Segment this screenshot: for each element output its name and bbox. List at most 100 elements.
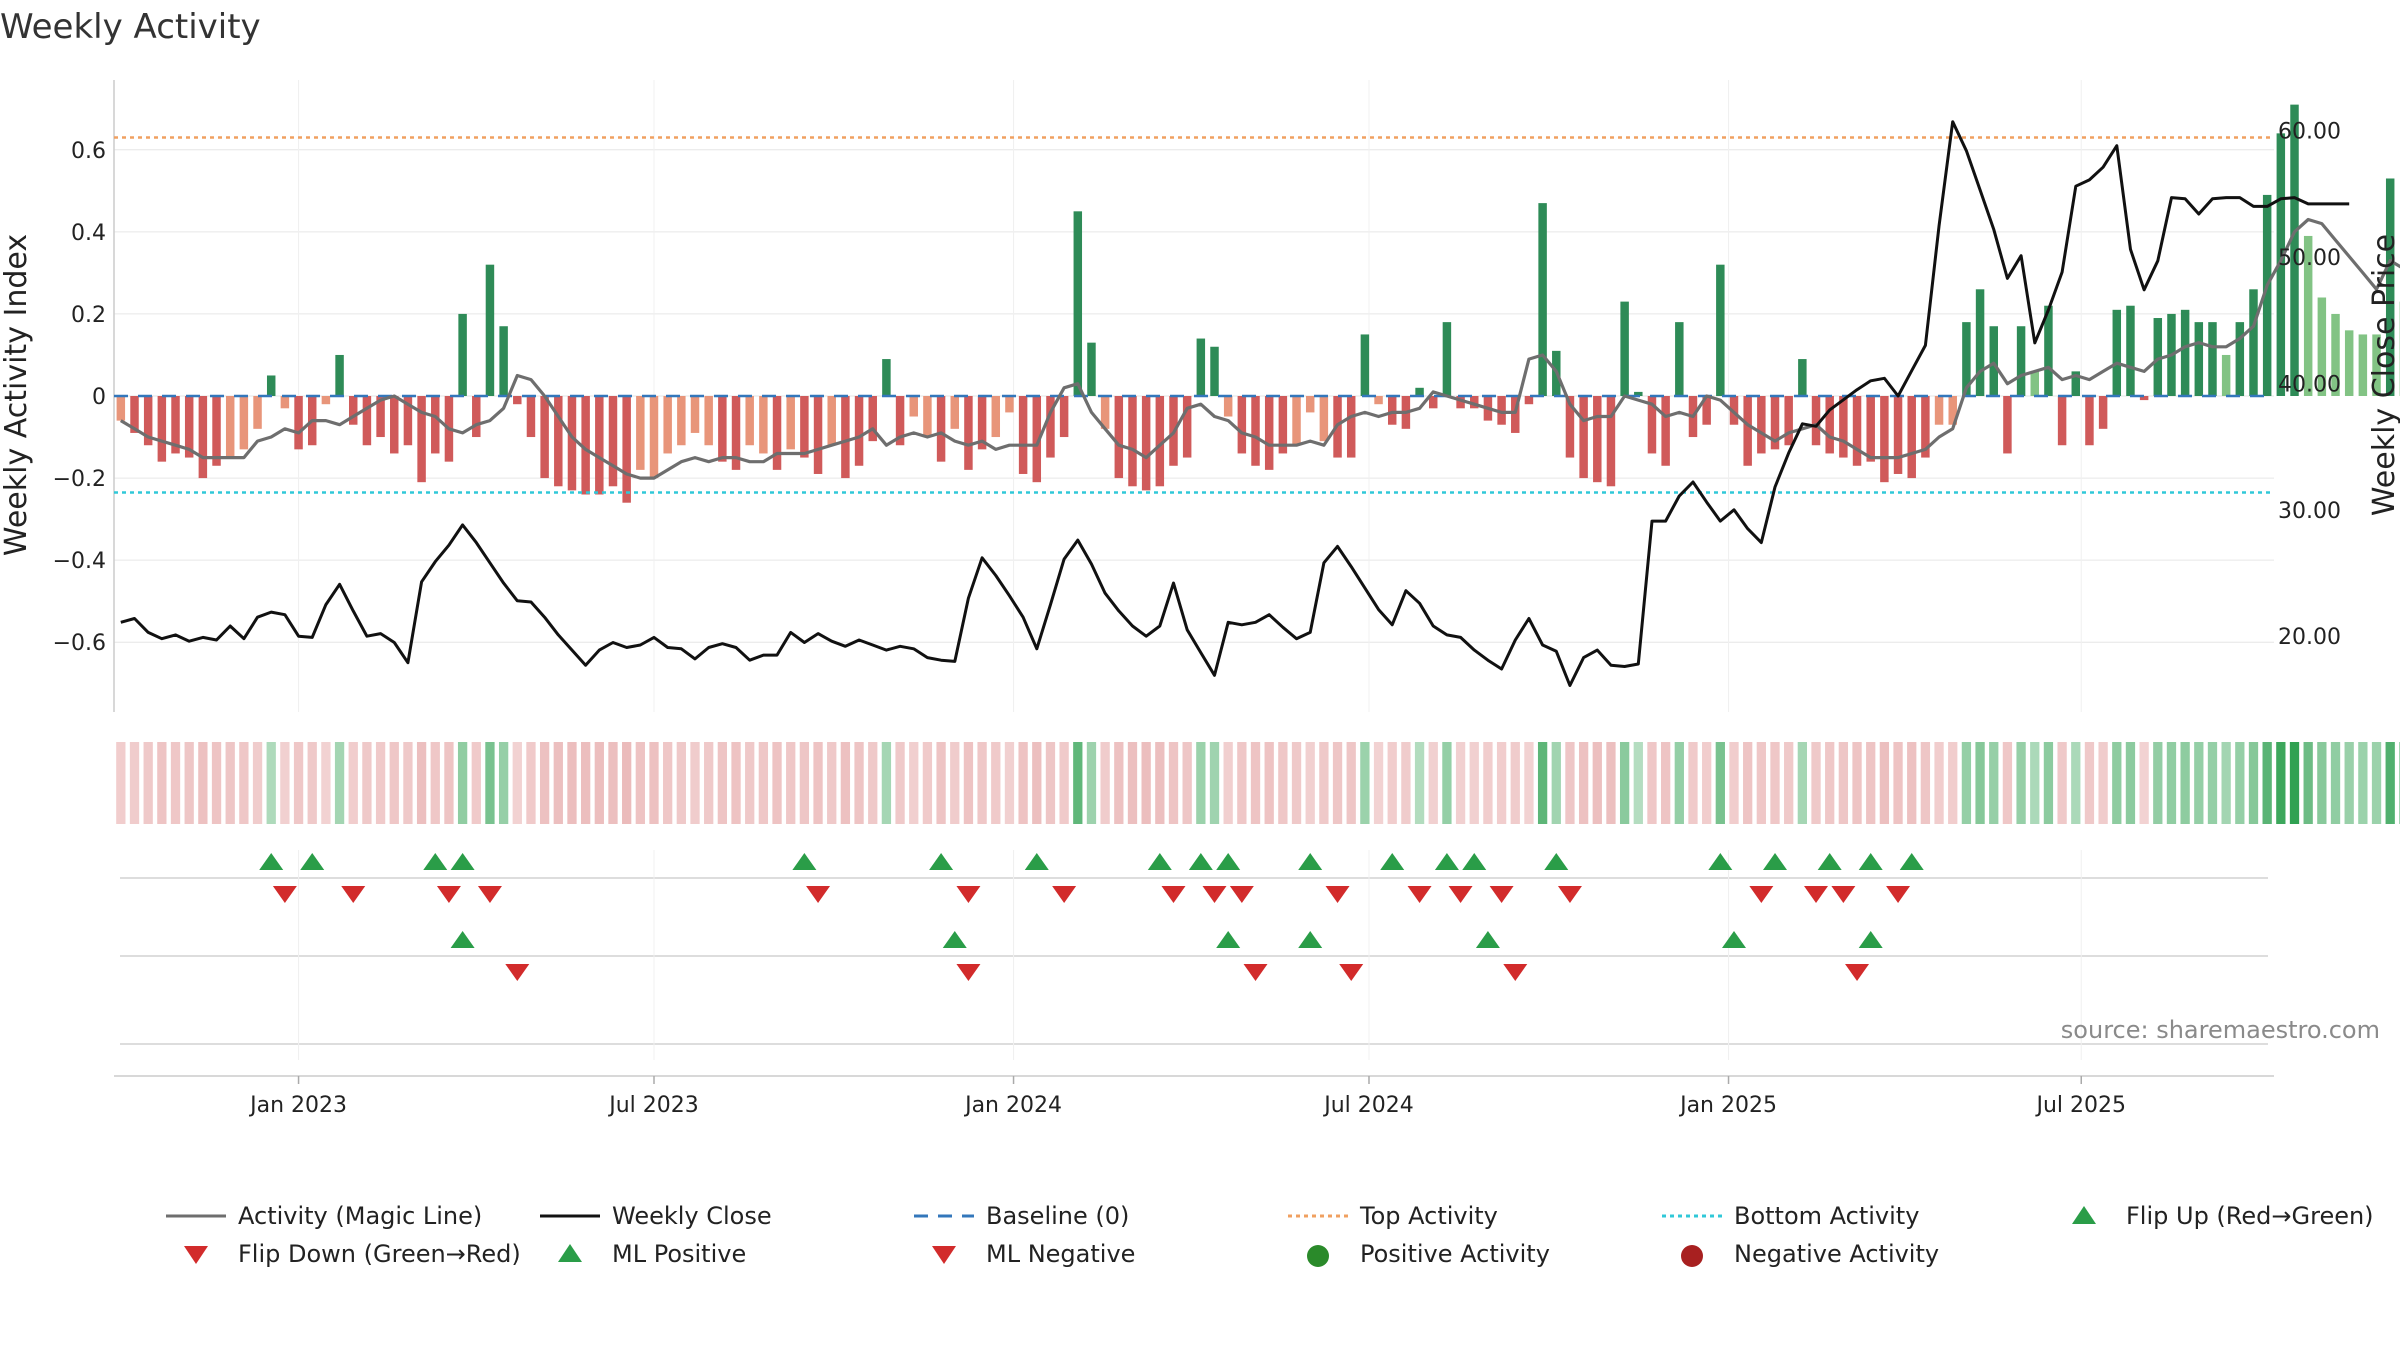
heat-cell xyxy=(252,742,263,824)
activity-bar xyxy=(390,396,399,454)
activity-bar xyxy=(526,396,536,438)
flip-down-marker xyxy=(1489,886,1514,903)
heat-cell xyxy=(321,742,331,824)
heat-cell xyxy=(2166,742,2177,824)
heat-cell xyxy=(1401,742,1411,824)
heat-cell xyxy=(334,742,345,824)
heat-cell xyxy=(1852,742,1862,824)
heat-cell xyxy=(2084,742,2095,824)
flip-down-marker xyxy=(1448,886,1473,903)
flip-down-marker xyxy=(1161,886,1186,903)
activity-bar xyxy=(622,396,631,503)
heat-cell xyxy=(2139,742,2149,824)
x-tick-label: Jan 2025 xyxy=(1678,1093,1777,1118)
activity-bar xyxy=(1292,396,1301,446)
activity-bar xyxy=(1114,396,1124,479)
activity-bar xyxy=(1059,396,1069,438)
heat-cell xyxy=(1291,742,1302,824)
heat-cell xyxy=(2317,742,2327,824)
heat-cell xyxy=(2057,742,2067,824)
left-tick-label: 0.4 xyxy=(71,221,106,246)
activity-bar xyxy=(2180,309,2190,396)
heat-cell xyxy=(1688,742,1698,824)
x-tick-label: Jan 2024 xyxy=(963,1093,1062,1118)
activity-bar xyxy=(827,396,836,446)
legend-item: Bottom Activity xyxy=(1662,1202,1919,1230)
ml-negative-marker xyxy=(505,964,530,981)
heat-cell xyxy=(1127,742,1138,824)
flip-down-marker xyxy=(1325,886,1350,903)
legend-item: Flip Down (Green→Red) xyxy=(184,1240,521,1268)
activity-bar xyxy=(1784,396,1793,446)
heat-cell xyxy=(1114,742,1124,824)
right-axis-ticks: 60.00 50.00 40.00 30.00 20.00 xyxy=(2278,120,2341,651)
activity-bar xyxy=(335,354,344,396)
heat-cell xyxy=(498,742,509,824)
activity-bar xyxy=(581,396,590,495)
activity-bar xyxy=(2098,396,2108,429)
activity-bar xyxy=(936,396,946,462)
activity-bar xyxy=(663,396,672,454)
legend-label: Flip Up (Red→Green) xyxy=(2126,1202,2374,1230)
heat-cell xyxy=(1702,742,1712,824)
activity-bar xyxy=(362,396,372,446)
heat-cell xyxy=(2371,742,2382,824)
activity-bar xyxy=(895,396,905,446)
flip-up-marker xyxy=(1817,853,1842,870)
activity-bar xyxy=(1415,387,1424,396)
activity-bar xyxy=(567,396,577,491)
activity-bar xyxy=(2208,322,2217,396)
activity-bar xyxy=(2344,330,2354,396)
activity-bar xyxy=(1825,396,1834,454)
activity-bar xyxy=(1593,396,1602,483)
heat-cell xyxy=(389,742,399,824)
legend-label: Top Activity xyxy=(1359,1202,1498,1230)
activity-bar xyxy=(376,396,385,438)
activity-bar xyxy=(116,396,126,421)
flip-up-marker xyxy=(1188,853,1213,870)
activity-bar xyxy=(759,396,768,454)
ml-negative-marker xyxy=(1503,964,1528,981)
activity-bar xyxy=(2057,396,2067,446)
x-tick-label: Jul 2023 xyxy=(607,1093,699,1118)
activity-bar xyxy=(1251,396,1260,466)
activity-bar xyxy=(1770,396,1780,450)
heat-cell xyxy=(2112,742,2122,824)
left-tick-label: 0.2 xyxy=(71,303,106,328)
heat-cell xyxy=(1565,742,1575,824)
heat-cell xyxy=(991,742,1001,824)
heat-cell xyxy=(1032,742,1042,824)
flip-up-marker xyxy=(1899,853,1924,870)
heat-cell xyxy=(1811,742,1821,824)
heat-cell xyxy=(1455,742,1466,824)
activity-bar xyxy=(704,396,713,446)
activity-bar xyxy=(2139,396,2149,401)
activity-bar xyxy=(690,396,700,433)
heat-cell xyxy=(1237,742,1247,824)
flip-up-marker xyxy=(1708,853,1733,870)
activity-bar xyxy=(1702,396,1711,425)
activity-bar xyxy=(2303,235,2313,396)
activity-bar xyxy=(1018,396,1028,474)
heat-cell xyxy=(1989,742,1999,824)
legend-item: Activity (Magic Line) xyxy=(166,1202,482,1230)
activity-bar xyxy=(2262,194,2272,396)
activity-bar xyxy=(1579,396,1588,479)
activity-bar xyxy=(1661,396,1670,466)
activity-bar xyxy=(813,396,823,474)
heat-cell xyxy=(2221,742,2231,824)
heat-cell xyxy=(526,742,536,824)
heat-cell xyxy=(1428,742,1438,824)
activity-bar xyxy=(2030,371,2039,396)
activity-bar xyxy=(608,396,618,487)
activity-bar xyxy=(2290,104,2299,396)
activity-bar xyxy=(554,396,563,487)
flip-up-marker xyxy=(1216,853,1241,870)
heat-cell xyxy=(1934,742,1944,824)
heat-cell xyxy=(539,742,550,824)
heat-cell xyxy=(403,742,413,824)
flip-down-marker xyxy=(477,886,502,903)
legend-label: Weekly Close xyxy=(612,1202,772,1230)
activity-bar xyxy=(950,396,959,429)
